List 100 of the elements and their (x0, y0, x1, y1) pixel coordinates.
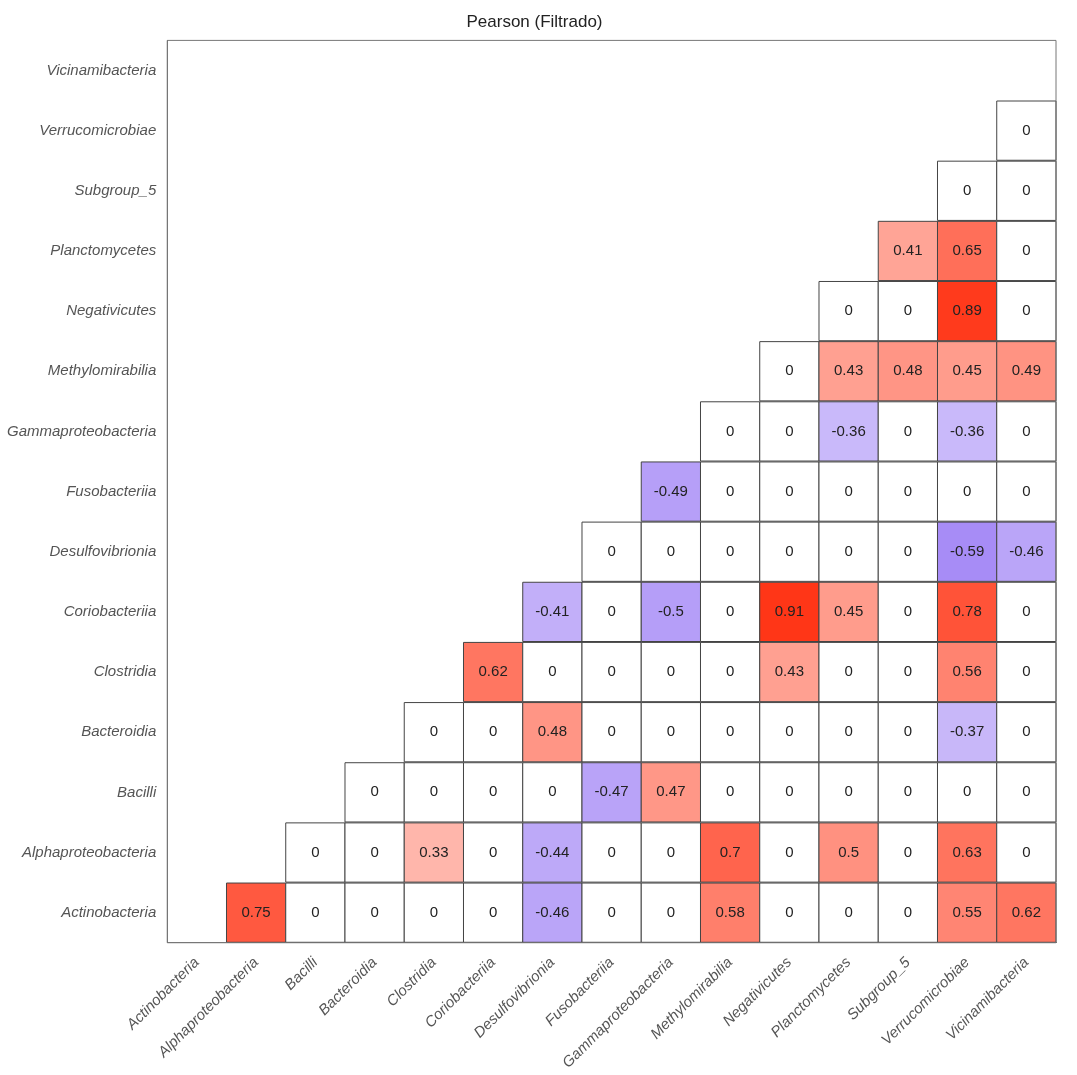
data-label: 0 (666, 541, 676, 559)
data-label: 0.55 (952, 902, 982, 920)
data-label: 0 (844, 662, 853, 680)
data-label: 0 (903, 301, 913, 319)
data-label: 0 (725, 481, 735, 499)
data-label: 0 (1022, 421, 1031, 439)
data-label: 0 (370, 902, 379, 920)
data-label: 0 (903, 602, 913, 620)
y-tick-label: Subgroup_5 (74, 180, 157, 198)
data-label: 0 (1022, 120, 1031, 138)
chart-title: Pearson (Filtrado) (466, 11, 603, 31)
data-label: 0 (1022, 722, 1031, 740)
data-label: 0 (725, 602, 735, 620)
data-label: 0 (666, 722, 676, 740)
data-label: 0 (666, 842, 676, 860)
data-label: 0.43 (774, 662, 804, 680)
data-label: 0 (370, 782, 379, 800)
data-label: 0.89 (952, 301, 982, 319)
data-label: 0.49 (1011, 361, 1041, 379)
data-label: -0.41 (535, 602, 570, 620)
data-label: 0 (903, 722, 913, 740)
data-label: 0 (1022, 481, 1031, 499)
data-label: 0 (1022, 842, 1031, 860)
data-label: 0 (607, 722, 616, 740)
data-label: 0 (1022, 180, 1031, 198)
data-label: 0.48 (537, 722, 567, 740)
data-label: 0 (488, 902, 498, 920)
data-label: 0 (962, 180, 972, 198)
data-label: 0 (785, 842, 794, 860)
data-label: 0.91 (774, 602, 804, 620)
data-label: -0.46 (1009, 541, 1044, 559)
data-label: 0.33 (419, 842, 449, 860)
data-label: 0 (311, 842, 320, 860)
data-label: 0 (607, 541, 616, 559)
y-tick-label: Actinobacteria (60, 902, 157, 920)
data-label: -0.46 (535, 902, 570, 920)
data-label: 0.7 (719, 842, 741, 860)
y-tick-label: Verrucomicrobiae (39, 120, 157, 138)
y-tick-label: Bacteroidia (81, 722, 157, 740)
data-label: 0 (903, 421, 913, 439)
data-label: 0 (607, 902, 616, 920)
data-label: 0 (607, 842, 616, 860)
data-label: 0 (607, 662, 616, 680)
data-label: 0 (1022, 662, 1031, 680)
data-label: 0.56 (952, 662, 982, 680)
data-label: 0.58 (715, 902, 745, 920)
data-label: 0 (429, 722, 439, 740)
data-label: 0.62 (1011, 902, 1041, 920)
y-tick-label: Alphaproteobacteria (20, 842, 157, 860)
data-label: 0 (903, 662, 913, 680)
data-label: 0 (1022, 602, 1031, 620)
data-label: 0 (785, 421, 794, 439)
data-label: 0 (844, 541, 853, 559)
data-label: 0 (962, 481, 972, 499)
data-label: 0 (785, 541, 794, 559)
data-label: 0.78 (952, 602, 982, 620)
data-label: 0 (785, 722, 794, 740)
y-tick-label: Desulfovibrionia (49, 541, 157, 559)
data-label: 0.47 (656, 782, 686, 800)
data-label: -0.47 (594, 782, 629, 800)
y-tick-label: Clostridia (93, 662, 157, 680)
data-label: 0.48 (893, 361, 923, 379)
data-label: 0 (903, 782, 913, 800)
data-label: 0 (725, 782, 735, 800)
data-label: 0 (903, 541, 913, 559)
data-label: 0 (488, 842, 498, 860)
data-label: 0.45 (952, 361, 982, 379)
data-label: 0 (548, 662, 557, 680)
data-label: 0 (785, 782, 794, 800)
data-label: 0 (666, 902, 676, 920)
data-label: 0 (785, 481, 794, 499)
data-label: 0 (785, 902, 794, 920)
y-tick-label: Fusobacteriia (66, 481, 157, 499)
data-label: 0.63 (952, 842, 982, 860)
data-label: -0.59 (950, 541, 985, 559)
data-label: 0 (548, 782, 557, 800)
data-label: 0 (429, 902, 439, 920)
data-label: 0 (844, 481, 853, 499)
data-label: 0 (1022, 782, 1031, 800)
y-tick-label: Planctomycetes (50, 241, 157, 259)
y-tick-label: Bacilli (117, 782, 157, 800)
data-label: 0 (488, 722, 498, 740)
data-label: 0 (1022, 241, 1031, 259)
data-label: 0 (844, 301, 853, 319)
data-label: 0 (311, 902, 320, 920)
y-tick-label: Vicinamibacteria (46, 60, 157, 78)
data-label: 0 (725, 421, 735, 439)
data-label: 0.62 (478, 662, 508, 680)
data-label: 0.41 (893, 241, 923, 259)
data-label: -0.36 (950, 421, 985, 439)
data-label: 0 (725, 722, 735, 740)
data-label: 0 (1022, 301, 1031, 319)
y-tick-label: Gammaproteobacteria (6, 421, 157, 439)
data-label: 0.75 (241, 902, 271, 920)
data-label: 0.43 (834, 361, 864, 379)
data-label: 0.45 (834, 602, 864, 620)
data-label: -0.5 (657, 602, 684, 620)
data-label: 0 (429, 782, 439, 800)
data-label: 0.65 (952, 241, 982, 259)
data-label: -0.49 (653, 481, 688, 499)
